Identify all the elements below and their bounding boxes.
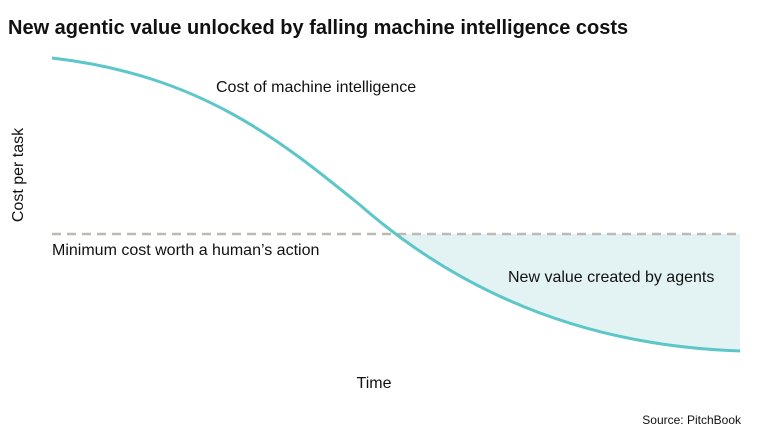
title: New agentic value unlocked by falling ma… <box>8 17 628 39</box>
area-label: New value created by agents <box>508 269 714 286</box>
source: Source: PitchBook <box>642 413 742 427</box>
y-axis-label: Cost per task <box>10 127 27 222</box>
threshold-label: Minimum cost worth a human’s action <box>52 242 319 259</box>
curve-label: Cost of machine intelligence <box>216 79 416 96</box>
x-axis-label: Time <box>357 375 392 392</box>
value-area <box>360 234 740 351</box>
cost-curve <box>51 56 741 353</box>
